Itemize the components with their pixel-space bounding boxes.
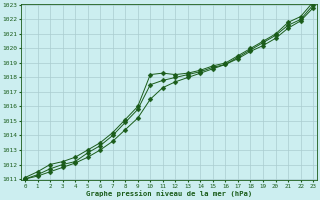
X-axis label: Graphe pression niveau de la mer (hPa): Graphe pression niveau de la mer (hPa) xyxy=(86,190,252,197)
